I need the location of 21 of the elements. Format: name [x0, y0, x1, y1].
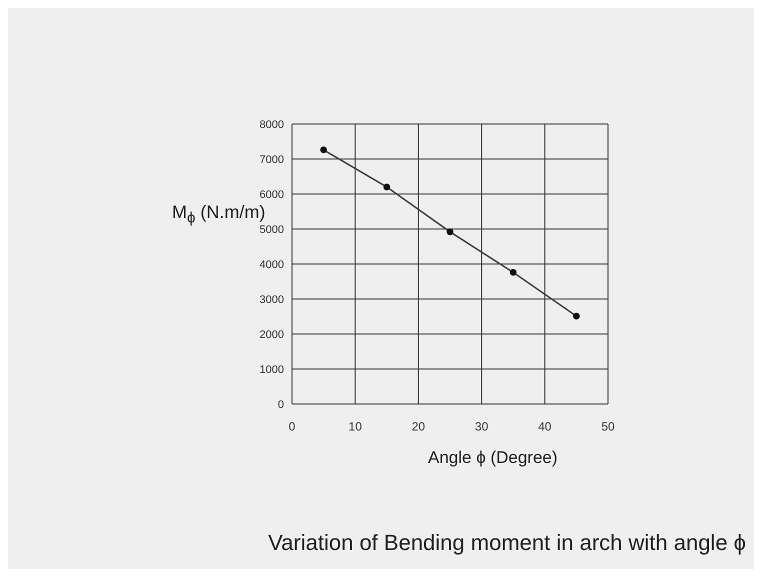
- x-tick-label: 50: [601, 420, 615, 434]
- x-tick-label: 40: [538, 420, 552, 434]
- point: [446, 228, 454, 236]
- x-tick-label: 10: [348, 420, 362, 434]
- y-tick-label: 8000: [260, 118, 284, 131]
- x-tick-label: 30: [474, 420, 489, 434]
- point: [383, 184, 390, 190]
- point: [320, 146, 327, 154]
- y-tick-label: 4000: [260, 258, 284, 271]
- x-axis-title: Angle ϕ (Degree): [428, 448, 558, 468]
- y-tick-label: 1000: [260, 364, 284, 376]
- y-tick-label: 6000: [260, 188, 284, 201]
- y-tick-label: 2000: [260, 328, 284, 341]
- text: Variation of Bending moment in arch with angle ϕ: [268, 530, 746, 556]
- x-tick-label: 20: [412, 420, 426, 434]
- point: [510, 269, 517, 276]
- y-tick-label: 0: [278, 398, 284, 411]
- x-tick-label: 0: [288, 420, 296, 434]
- y-tick-label: 3000: [260, 294, 284, 306]
- point: [573, 312, 580, 320]
- y-tick-label: 7000: [260, 154, 284, 166]
